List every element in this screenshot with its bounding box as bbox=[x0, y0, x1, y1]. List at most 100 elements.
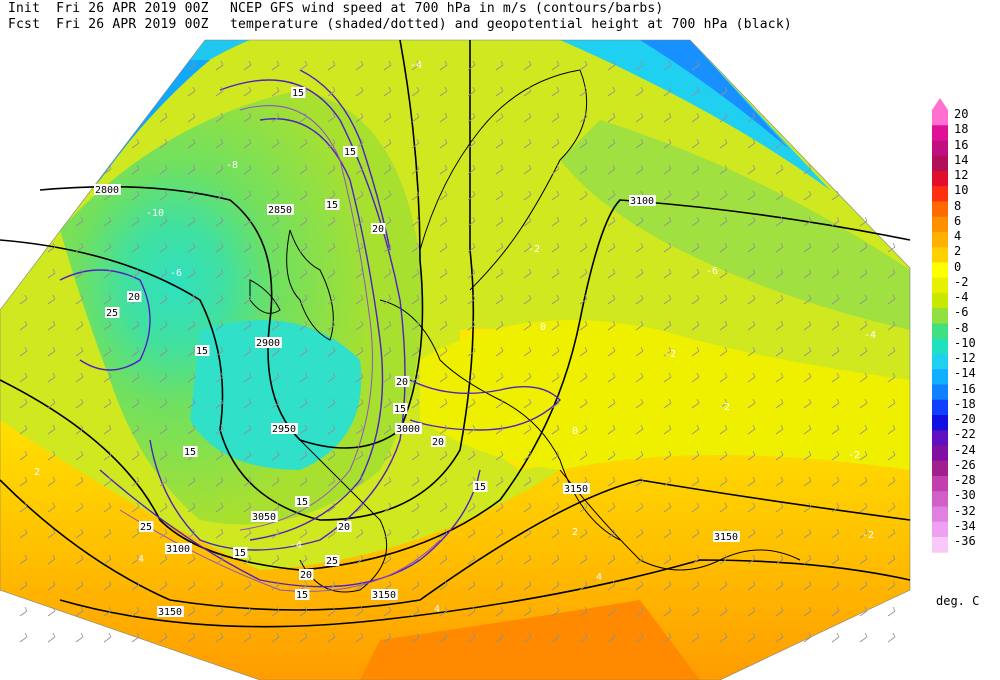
colorbar-level-label: 18 bbox=[954, 122, 969, 137]
wind-barb bbox=[775, 346, 784, 357]
colorbar-swatch bbox=[932, 186, 948, 202]
wind-barb bbox=[495, 580, 504, 591]
temperature-label: -4 bbox=[410, 60, 422, 71]
colorbar-level-label: -4 bbox=[954, 290, 969, 304]
wind-barb bbox=[691, 216, 700, 227]
wind-barb bbox=[243, 294, 252, 305]
wind-barb bbox=[355, 216, 364, 227]
wind-barb bbox=[131, 528, 140, 539]
wind-speed-label: 20 bbox=[432, 437, 444, 448]
wind-barb bbox=[383, 398, 392, 409]
wind-barb bbox=[439, 554, 448, 565]
wind-barb bbox=[747, 164, 756, 175]
wind-barb bbox=[887, 242, 896, 253]
wind-barb bbox=[719, 398, 728, 409]
wind-barb bbox=[439, 424, 448, 435]
wind-barb bbox=[495, 502, 504, 513]
wind-barb bbox=[75, 554, 84, 565]
colorbar-level-label: -12 bbox=[954, 351, 976, 365]
wind-barb bbox=[439, 502, 448, 513]
wind-barb bbox=[299, 424, 308, 435]
wind-barb bbox=[411, 554, 420, 565]
wind-barb bbox=[131, 632, 140, 643]
fcst-line: Fcst Fri 26 APR 2019 00Z bbox=[8, 17, 209, 32]
wind-barb bbox=[271, 372, 280, 383]
height-label: 3000 bbox=[396, 424, 420, 435]
wind-barb bbox=[355, 372, 364, 383]
wind-barb bbox=[19, 476, 28, 487]
colorbar-level-label: 14 bbox=[954, 152, 969, 167]
wind-barb bbox=[691, 554, 700, 565]
wind-barb bbox=[187, 372, 196, 383]
wind-barb bbox=[383, 294, 392, 305]
wind-barb bbox=[663, 164, 672, 175]
wind-speed-label-bg bbox=[105, 307, 120, 318]
colorbar-level-label: 16 bbox=[954, 137, 969, 152]
wind-barb bbox=[159, 164, 168, 175]
wind-barb bbox=[523, 398, 532, 409]
wind-barb bbox=[831, 476, 840, 487]
wind-barb bbox=[159, 554, 168, 565]
wind-barb bbox=[719, 112, 728, 123]
wind-barb bbox=[75, 476, 84, 487]
wind-barb bbox=[859, 528, 868, 539]
wind-barb bbox=[635, 606, 644, 617]
wind-barb bbox=[383, 190, 392, 201]
wind-barb bbox=[75, 528, 84, 539]
wind-barb bbox=[467, 242, 476, 253]
wind-barb bbox=[579, 528, 588, 539]
wind-barb bbox=[439, 216, 448, 227]
wind-barb bbox=[775, 216, 784, 227]
wind-barb bbox=[159, 242, 168, 253]
wind-barb bbox=[691, 320, 700, 331]
wind-speed-label: 15 bbox=[344, 147, 356, 158]
wind-speed-label-bg bbox=[299, 569, 314, 580]
wind-barb bbox=[607, 268, 616, 279]
wind-barb bbox=[271, 476, 280, 487]
wind-barb bbox=[635, 320, 644, 331]
wind-barb bbox=[495, 112, 504, 123]
wind-barb bbox=[19, 398, 28, 409]
wind-barb bbox=[607, 398, 616, 409]
height-label-bg bbox=[629, 195, 656, 206]
wind-barb bbox=[187, 268, 196, 279]
wind-barb bbox=[859, 632, 868, 643]
wind-barb bbox=[803, 242, 812, 253]
wind-barb bbox=[19, 320, 28, 331]
wind-barb bbox=[215, 580, 224, 591]
wind-barb bbox=[747, 632, 756, 643]
temperature-label: 4 bbox=[596, 572, 602, 583]
wind-barb bbox=[187, 216, 196, 227]
wind-barb bbox=[215, 528, 224, 539]
init-time: Fri 26 APR 2019 00Z bbox=[56, 1, 209, 16]
wind-barb bbox=[551, 502, 560, 513]
wind-barb bbox=[215, 346, 224, 357]
wind-barb bbox=[383, 268, 392, 279]
wind-barb bbox=[747, 606, 756, 617]
wind-barb bbox=[719, 632, 728, 643]
wind-barb bbox=[131, 424, 140, 435]
init-line: Init Fri 26 APR 2019 00Z bbox=[8, 1, 209, 16]
wind-barb bbox=[747, 138, 756, 149]
wind-barb bbox=[607, 294, 616, 305]
colorbar-level-label: -34 bbox=[954, 518, 976, 533]
wind-barb bbox=[299, 450, 308, 461]
wind-barb bbox=[551, 320, 560, 331]
wind-barb bbox=[243, 528, 252, 539]
wind-barb bbox=[383, 606, 392, 617]
wind-barb bbox=[19, 606, 28, 617]
wind-barb bbox=[607, 450, 616, 461]
wind-barb bbox=[159, 138, 168, 149]
wind-barb bbox=[215, 164, 224, 175]
wind-barb bbox=[355, 86, 364, 97]
wind-barb bbox=[523, 502, 532, 513]
wind-barb bbox=[131, 398, 140, 409]
wind-barb bbox=[215, 554, 224, 565]
wind-barb bbox=[75, 320, 84, 331]
wind-barb bbox=[243, 112, 252, 123]
wind-barb bbox=[271, 86, 280, 97]
temperature-label: -2 bbox=[862, 530, 874, 541]
wind-barb bbox=[551, 476, 560, 487]
wind-speed-label-bg bbox=[473, 481, 488, 492]
wind-barb bbox=[103, 398, 112, 409]
